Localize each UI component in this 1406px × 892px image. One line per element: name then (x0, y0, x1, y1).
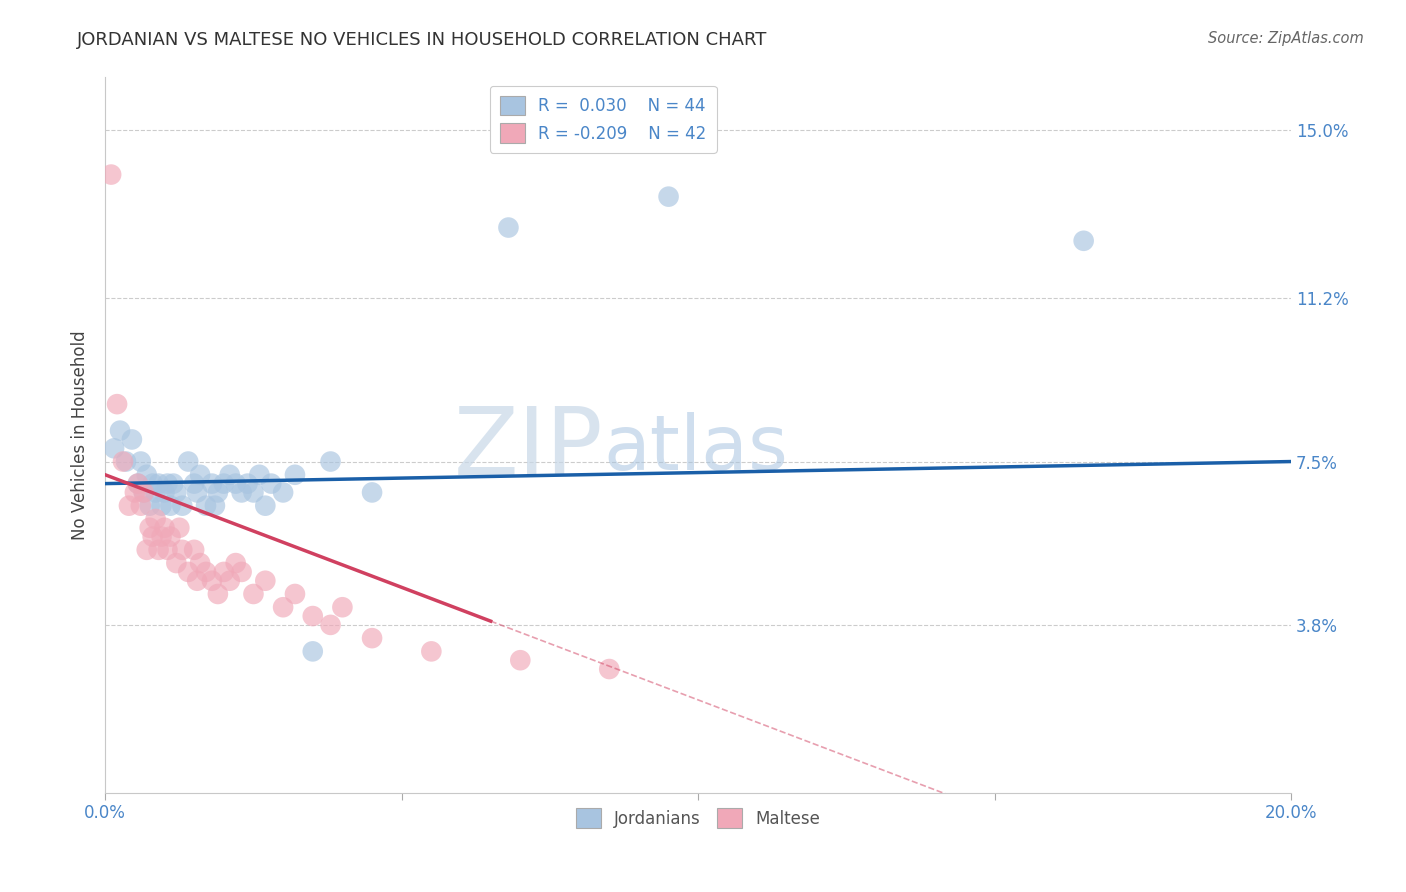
Point (658, 189, 681, 203)
Point (242, 587, 264, 601)
Point (115, 454, 138, 468)
Point (231, 485, 253, 500)
Point (260, 476, 283, 491)
Point (127, 476, 149, 491)
Point (121, 433, 143, 447)
Text: Source: ZipAtlas.com: Source: ZipAtlas.com (1208, 31, 1364, 46)
Point (271, 485, 294, 500)
Point (319, 454, 342, 468)
Point (165, 556, 187, 570)
Point (195, 565, 218, 579)
Point (108, 424, 131, 438)
Point (186, 574, 208, 588)
Point (172, 499, 194, 513)
Point (177, 454, 200, 468)
Point (301, 644, 323, 658)
Point (111, 454, 134, 468)
Point (218, 574, 240, 588)
Point (183, 476, 205, 491)
Point (225, 556, 247, 570)
Point (138, 521, 160, 535)
Point (186, 485, 208, 500)
Point (153, 521, 176, 535)
Point (218, 467, 240, 482)
Point (284, 467, 307, 482)
Point (135, 542, 157, 557)
Point (159, 499, 181, 513)
Point (156, 542, 179, 557)
Point (150, 499, 173, 513)
Legend: Jordanians, Maltese: Jordanians, Maltese (569, 802, 827, 834)
Text: JORDANIAN VS MALTESE NO VEHICLES IN HOUSEHOLD CORRELATION CHART: JORDANIAN VS MALTESE NO VEHICLES IN HOUS… (77, 31, 768, 49)
Point (145, 512, 167, 526)
Point (183, 542, 205, 557)
Point (284, 587, 307, 601)
Point (142, 530, 165, 544)
Point (204, 499, 226, 513)
Point (361, 485, 384, 500)
Point (254, 574, 277, 588)
Point (127, 476, 149, 491)
Point (103, 442, 125, 456)
Point (145, 485, 167, 500)
Point (195, 499, 218, 513)
Point (118, 499, 141, 513)
Y-axis label: No Vehicles in Household: No Vehicles in Household (72, 330, 89, 540)
Text: atlas: atlas (603, 412, 789, 486)
Point (148, 476, 170, 491)
Text: ZIP: ZIP (454, 403, 603, 495)
Point (201, 574, 224, 588)
Point (212, 565, 235, 579)
Point (247, 467, 270, 482)
Point (319, 618, 342, 632)
Point (135, 467, 157, 482)
Point (598, 662, 620, 676)
Point (188, 556, 211, 570)
Point (150, 530, 173, 544)
Point (236, 476, 259, 491)
Point (212, 476, 235, 491)
Point (169, 521, 191, 535)
Point (207, 485, 229, 500)
Point (254, 499, 277, 513)
Point (207, 587, 229, 601)
Point (105, 397, 128, 411)
Point (242, 485, 264, 500)
Point (153, 485, 176, 500)
Point (172, 542, 194, 557)
Point (124, 485, 146, 500)
Point (156, 476, 179, 491)
Point (509, 653, 531, 667)
Point (498, 220, 520, 235)
Point (159, 530, 181, 544)
Point (148, 542, 170, 557)
Point (225, 476, 247, 491)
Point (361, 631, 384, 645)
Point (129, 454, 152, 468)
Point (142, 476, 165, 491)
Point (231, 565, 253, 579)
Point (132, 485, 155, 500)
Point (271, 600, 294, 615)
Point (332, 600, 354, 615)
Point (301, 609, 323, 624)
Point (162, 476, 184, 491)
Point (188, 467, 211, 482)
Point (100, 168, 122, 182)
Point (138, 499, 160, 513)
Point (1073, 234, 1095, 248)
Point (420, 644, 443, 658)
Point (201, 476, 224, 491)
Point (132, 485, 155, 500)
Point (177, 565, 200, 579)
Point (129, 499, 152, 513)
Point (165, 485, 187, 500)
